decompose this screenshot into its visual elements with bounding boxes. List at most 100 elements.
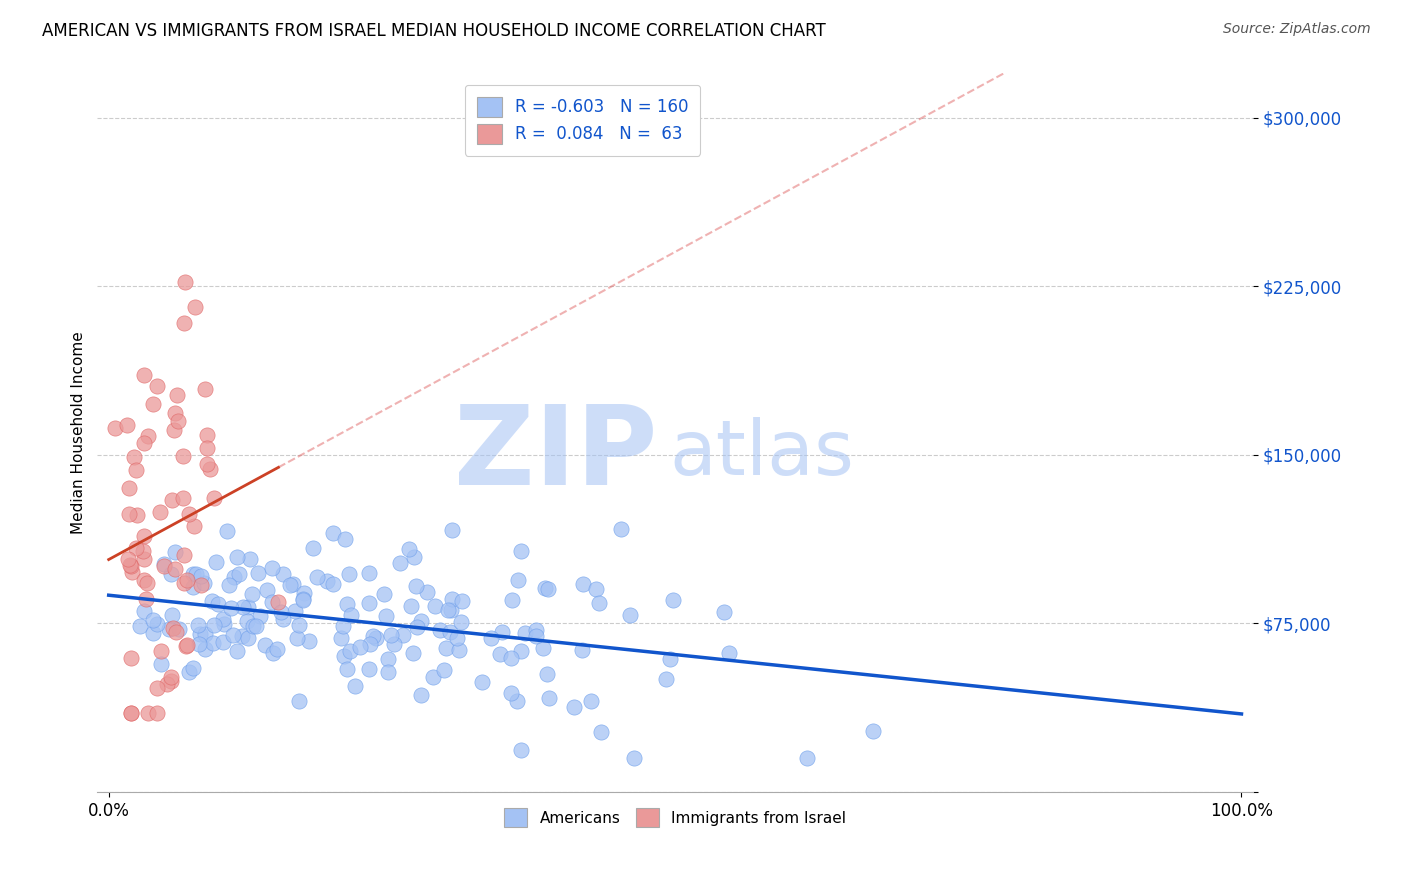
Point [125,463,148,477]
Point [142,613,165,627]
Point [437,603,460,617]
Point [315,574,337,588]
Point [207,597,229,611]
Point [228,566,250,581]
Point [405,579,427,593]
Point [120,651,142,665]
Point [411,615,433,629]
Point [190,578,212,592]
Point [285,631,308,645]
Point [245,619,267,633]
Point [579,694,602,708]
Point [537,582,560,596]
Point [402,646,425,660]
Point [173,576,195,591]
Point [232,599,254,614]
Point [160,670,183,684]
Point [188,637,211,651]
Legend: Americans, Immigrants from Israel: Americans, Immigrants from Israel [496,801,853,835]
Point [124,450,146,465]
Point [166,388,188,402]
Point [281,577,304,591]
Text: Source: ZipAtlas.com: Source: ZipAtlas.com [1223,22,1371,37]
Point [534,581,557,595]
Point [262,646,284,660]
Point [132,604,155,618]
Point [450,615,472,630]
Point [256,582,278,597]
Point [157,622,180,636]
Point [146,681,169,696]
Point [156,676,179,690]
Point [357,596,380,610]
Point [332,649,354,664]
Point [440,603,463,617]
Point [501,593,523,607]
Point [132,573,155,587]
Point [423,599,446,614]
Point [398,541,420,556]
Point [202,636,225,650]
Text: AMERICAN VS IMMIGRANTS FROM ISRAEL MEDIAN HOUSEHOLD INCOME CORRELATION CHART: AMERICAN VS IMMIGRANTS FROM ISRAEL MEDIA… [42,22,825,40]
Point [173,316,195,330]
Point [172,491,194,506]
Point [292,585,315,599]
Point [202,491,225,506]
Point [302,541,325,555]
Point [121,565,143,579]
Point [382,637,405,651]
Point [718,646,741,660]
Point [231,629,253,643]
Point [531,641,554,656]
Point [104,421,127,435]
Point [434,641,457,656]
Point [194,627,217,641]
Point [225,644,247,658]
Point [377,652,399,666]
Point [524,623,547,637]
Point [392,628,415,642]
Point [862,724,884,739]
Point [176,638,198,652]
Point [441,523,464,537]
Point [176,573,198,587]
Point [322,576,344,591]
Point [160,608,183,623]
Point [132,436,155,450]
Point [508,573,530,587]
Point [359,636,381,650]
Point [160,567,183,582]
Point [280,578,302,592]
Point [439,624,461,639]
Point [214,616,236,631]
Point [195,458,218,472]
Point [239,552,262,566]
Point [150,657,173,672]
Point [194,642,217,657]
Point [332,619,354,633]
Point [136,576,159,591]
Point [373,586,395,600]
Point [181,581,204,595]
Point [429,624,451,638]
Point [131,543,153,558]
Point [142,626,165,640]
Point [361,629,384,643]
Point [136,706,159,721]
Point [202,618,225,632]
Point [179,665,201,679]
Point [172,450,194,464]
Point [336,662,359,676]
Point [132,552,155,566]
Point [589,724,612,739]
Point [166,414,188,428]
Y-axis label: Median Household Income: Median Household Income [72,331,86,533]
Point [173,548,195,562]
Point [163,562,186,576]
Point [134,368,156,382]
Point [238,632,260,646]
Point [193,575,215,590]
Point [571,642,593,657]
Point [120,706,142,721]
Point [160,493,183,508]
